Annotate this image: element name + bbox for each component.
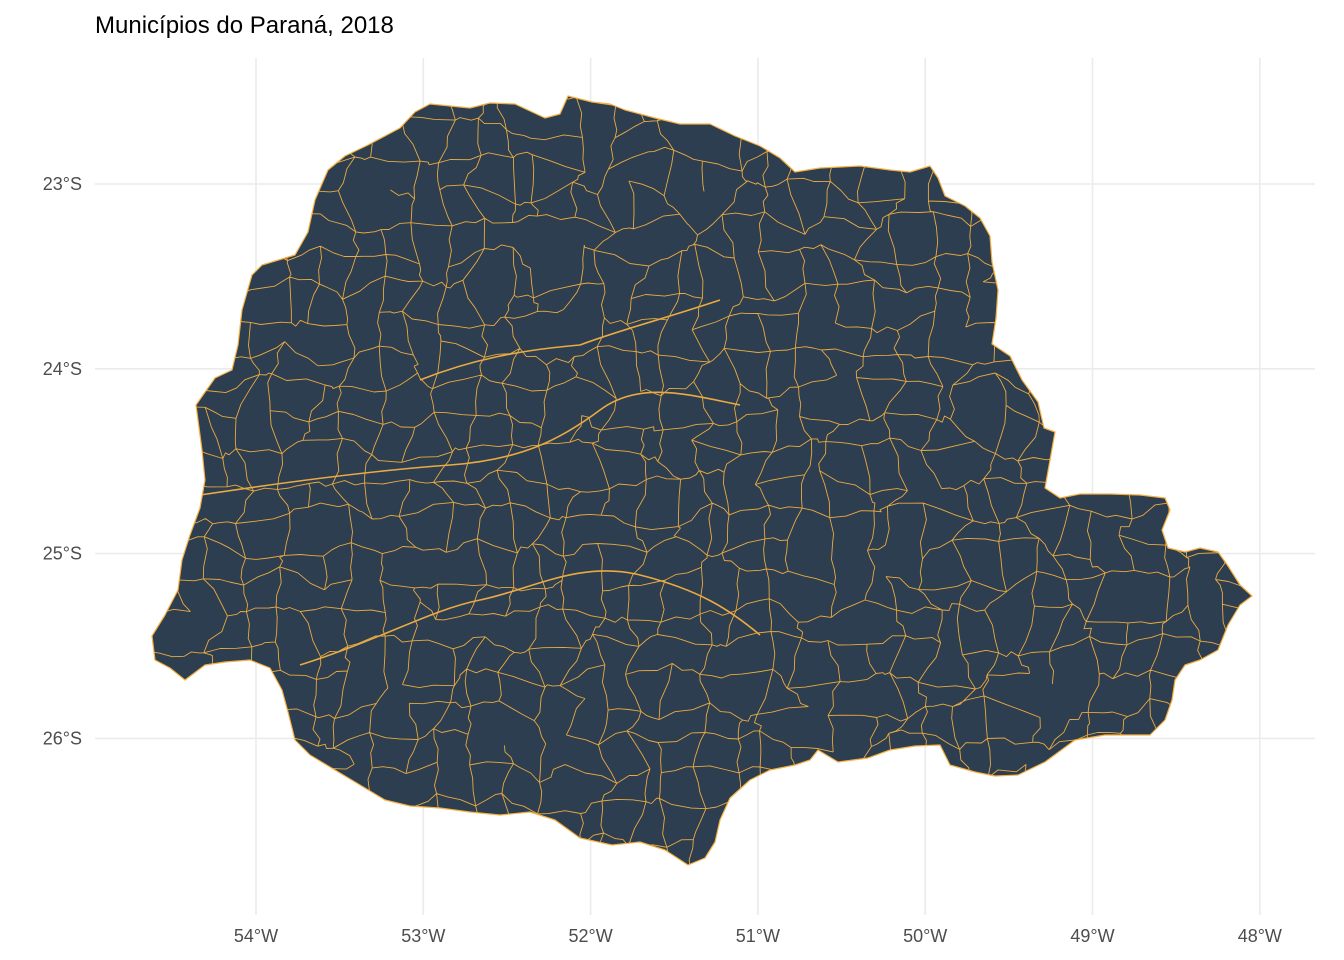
x-tick-label: 48°W [1238, 926, 1282, 946]
x-tick-label: 53°W [401, 926, 445, 946]
x-tick-label: 51°W [736, 926, 780, 946]
tick-labels: 54°W 53°W 52°W 51°W 50°W 49°W 48°W 23°S 24°S 25°S… [43, 174, 1282, 946]
y-tick-label: 26°S [43, 728, 82, 748]
x-tick-label: 50°W [903, 926, 947, 946]
river-boundary [299, 570, 761, 666]
river-boundary [199, 391, 741, 496]
state-layer [151, 95, 1253, 866]
x-tick-label: 52°W [568, 926, 612, 946]
y-tick-label: 25°S [43, 544, 82, 564]
x-tick-label: 54°W [234, 926, 278, 946]
y-tick-label: 23°S [43, 174, 82, 194]
x-tick-label: 49°W [1070, 926, 1114, 946]
parana-state-outline [151, 95, 1253, 866]
y-tick-label: 24°S [43, 359, 82, 379]
river-boundary [419, 299, 721, 381]
map-title: Municípios do Paraná, 2018 [95, 12, 394, 39]
